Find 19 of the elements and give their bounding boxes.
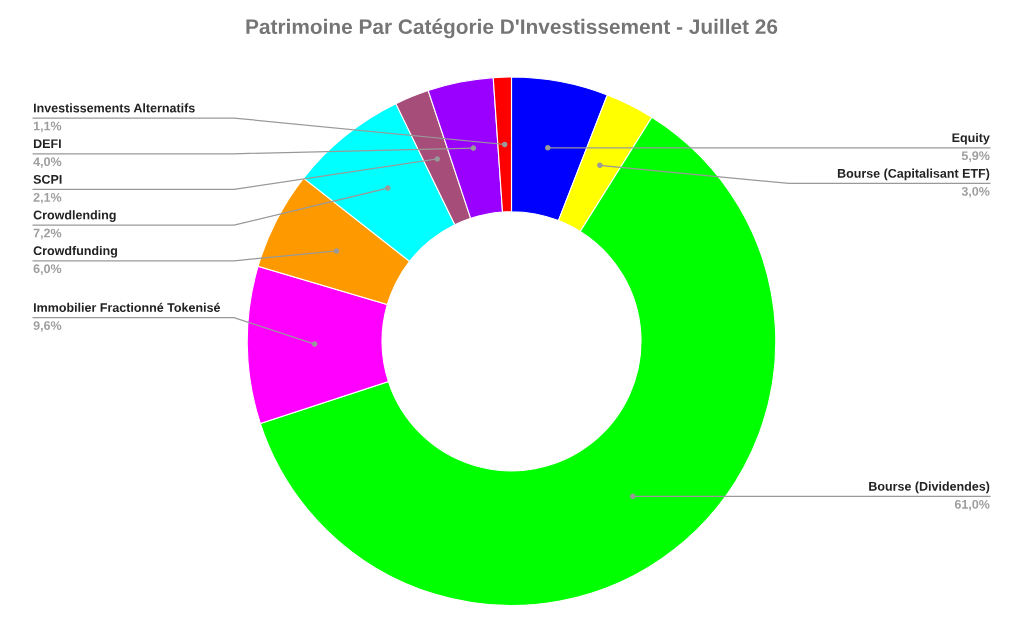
data-label: 7,2% <box>33 228 62 240</box>
chart-title: Patrimoine Par Catégorie D'Investissement - Juillet 26 <box>246 18 778 39</box>
slice-label: Equity <box>952 132 990 145</box>
slice-label: Bourse (Dividendes) <box>869 481 990 494</box>
data-label: 9,6% <box>33 321 62 332</box>
data-label: 1,1% <box>33 121 62 133</box>
slice-label: Crowdfunding <box>33 245 117 258</box>
slice-label: Crowdlending <box>33 210 116 222</box>
slice-label: Investissements Alternatifs <box>33 103 195 113</box>
data-label: 2,1% <box>33 192 62 204</box>
slice-label: DEFI <box>33 139 61 148</box>
data-label: 3,0% <box>961 186 990 198</box>
data-label: 4,0% <box>33 157 62 168</box>
slice-label: Bourse (Capitalisant ETF) <box>837 168 990 181</box>
data-label: 61,0% <box>954 499 990 511</box>
slice-label: Immobilier Fractionné Tokenisé <box>33 302 221 312</box>
data-label: 5,9% <box>961 151 990 162</box>
slice-label: SCPI <box>33 174 62 184</box>
data-label: 6,0% <box>33 264 62 275</box>
